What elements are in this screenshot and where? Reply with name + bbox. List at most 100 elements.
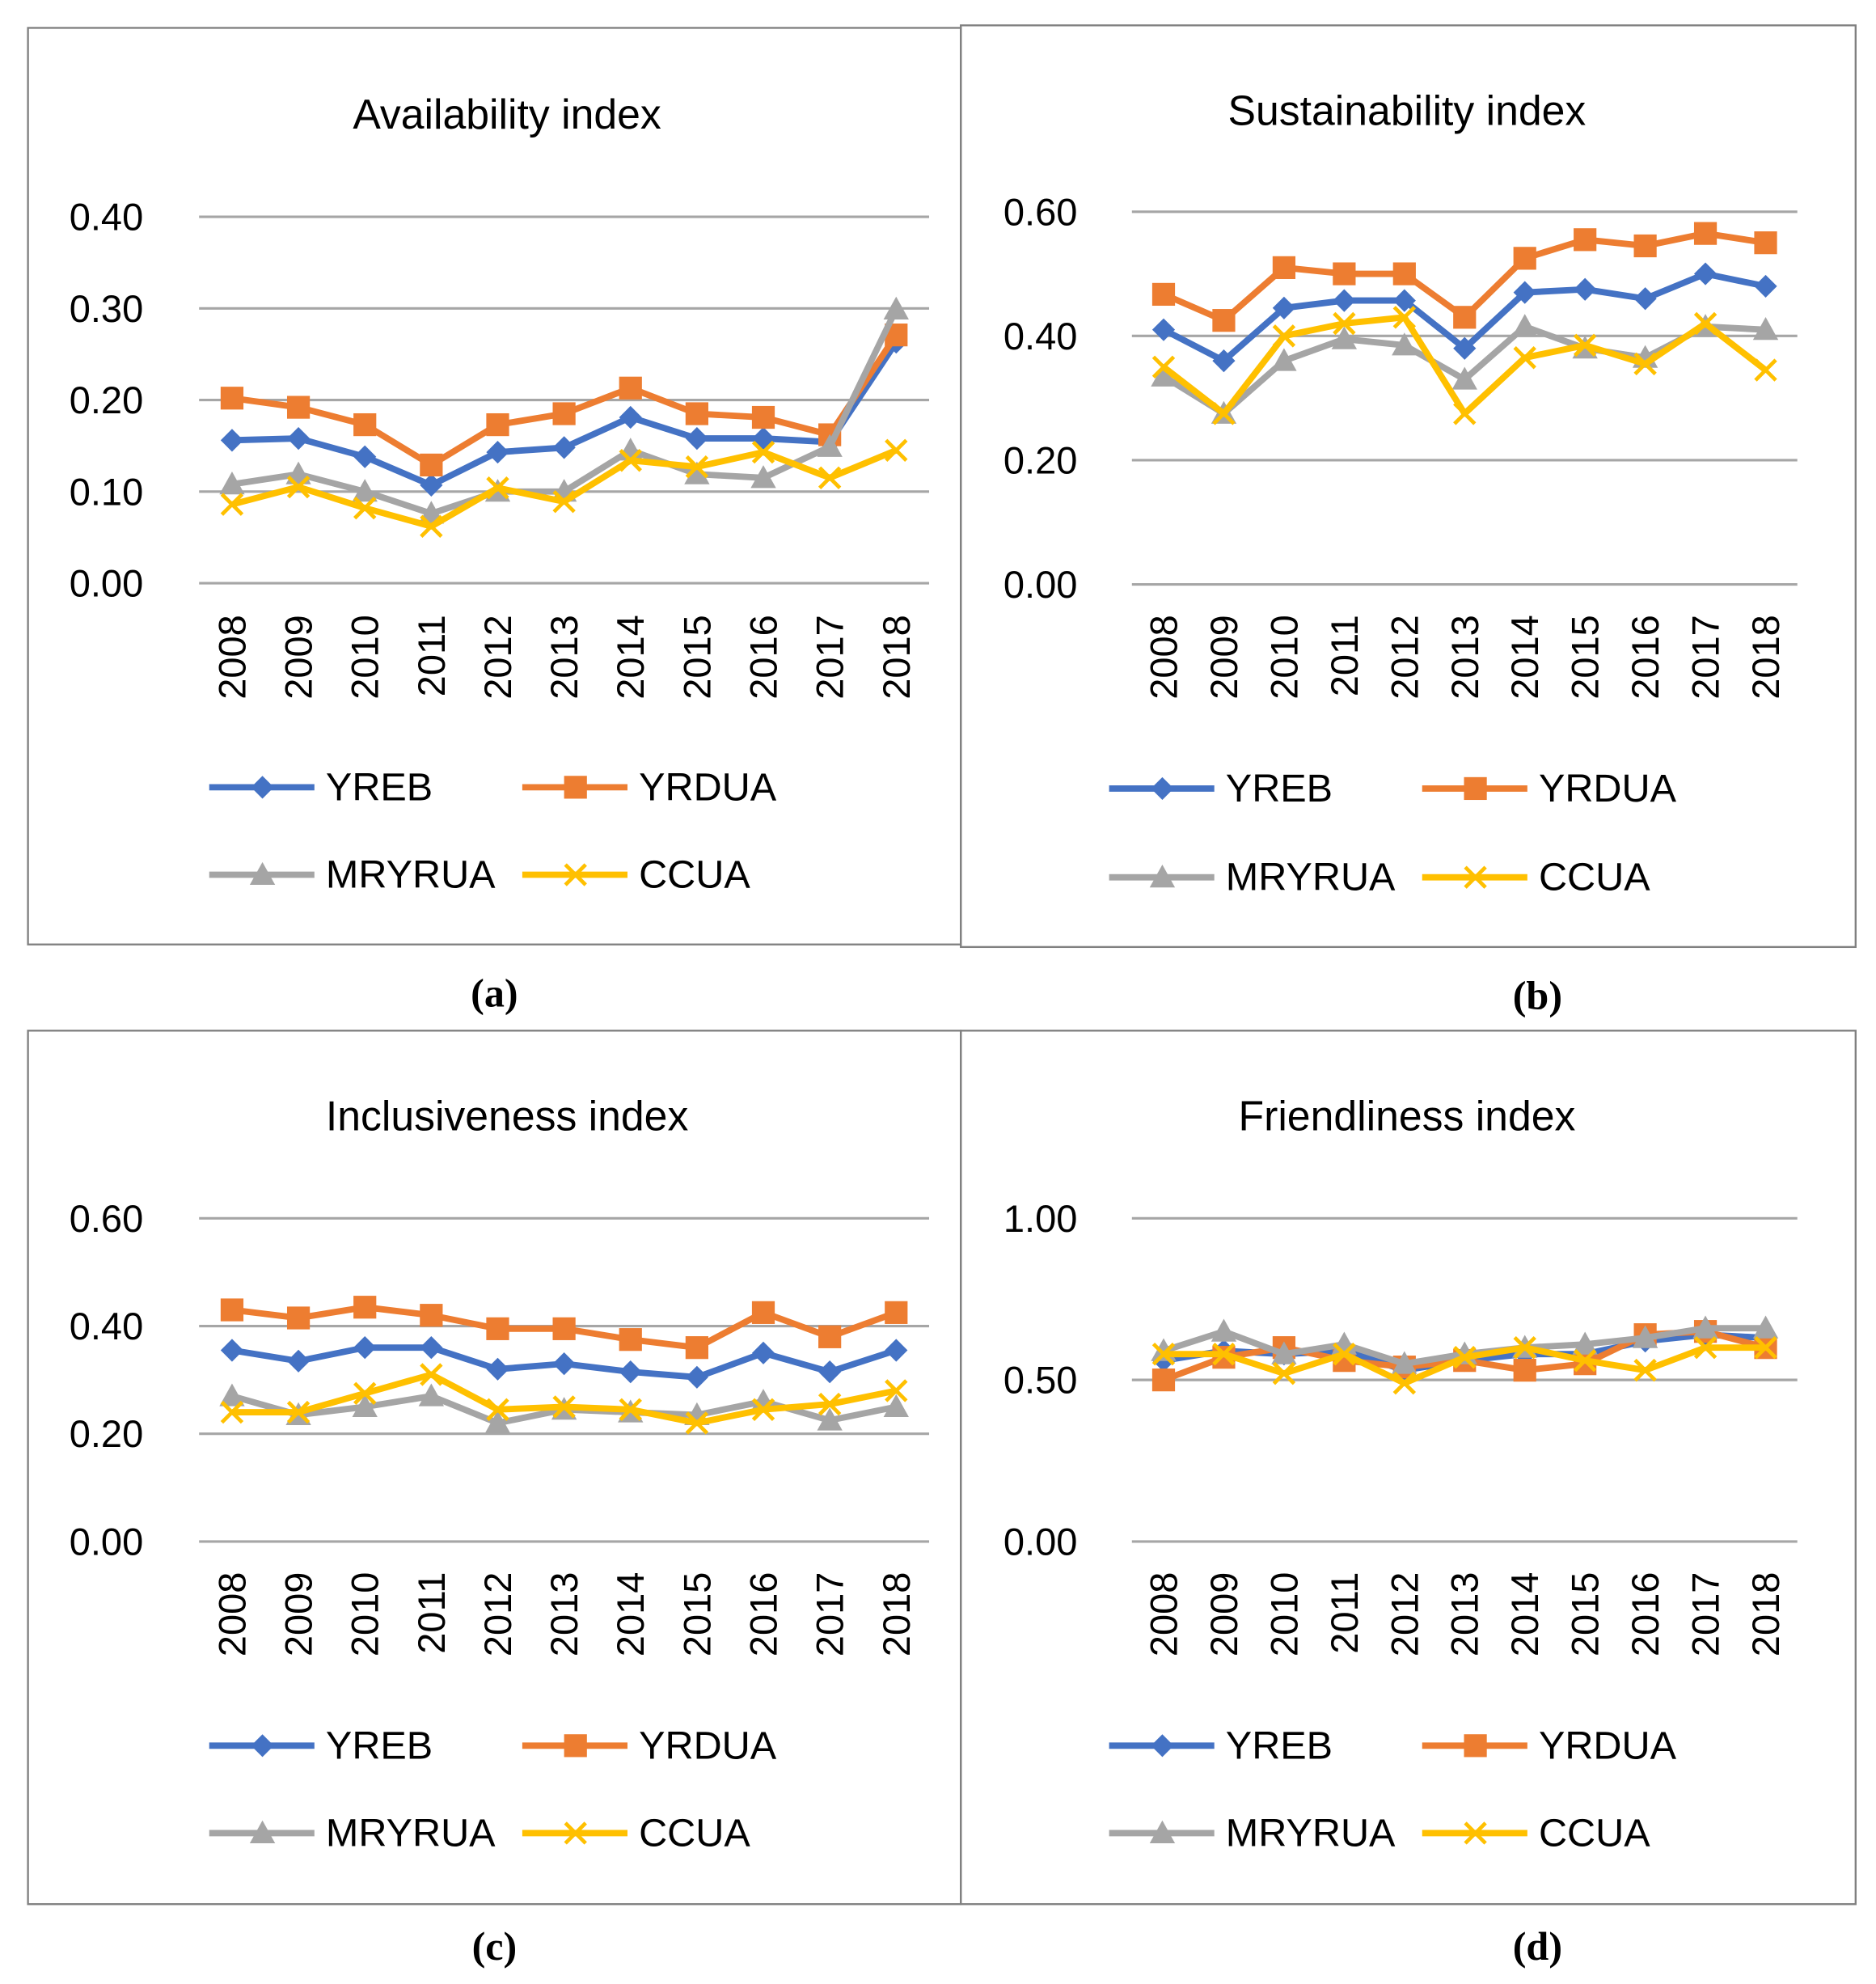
data-point: [1512, 314, 1538, 337]
legend-item-yreb: YREB: [1109, 767, 1333, 810]
data-point: [420, 453, 443, 477]
legend-label: YREB: [1226, 1724, 1333, 1767]
data-point: [1211, 1318, 1237, 1342]
x-tick-label: 2010: [1262, 1572, 1305, 1657]
series-yreb: [220, 1336, 908, 1389]
legend-label: CCUA: [1539, 856, 1650, 899]
data-point: [1574, 277, 1597, 301]
legend-item-yrdua: YRDUA: [1422, 1724, 1677, 1767]
data-point: [220, 387, 244, 410]
data-point: [1392, 306, 1417, 329]
x-tick-label: 2011: [410, 1572, 453, 1654]
data-point: [685, 426, 708, 451]
panel-caption: (b): [1513, 972, 1562, 1017]
data-point: [1272, 256, 1296, 279]
chart-panel-b: Sustainability index 0.00 0.20 0.40 0.60 2008…: [960, 24, 1857, 1017]
y-tick-label: 0.20: [70, 379, 144, 421]
legend-marker: [1464, 865, 1487, 889]
legend-item-ccua: CCUA: [522, 1811, 750, 1855]
legend-item-ccua: CCUA: [1422, 1811, 1650, 1855]
data-point: [353, 445, 377, 468]
data-point: [1451, 366, 1477, 390]
y-tick-label: 0.30: [70, 287, 144, 330]
data-point: [684, 461, 710, 484]
data-point: [353, 496, 377, 520]
data-point: [1693, 222, 1718, 245]
y-tick-label: 0.60: [70, 1197, 144, 1240]
x-tick-label: 2017: [809, 1572, 851, 1657]
data-point: [1212, 1342, 1236, 1366]
legend-marker: [1149, 864, 1176, 888]
data-point: [619, 405, 642, 429]
data-point: [1392, 262, 1416, 286]
legend-marker: [564, 1734, 587, 1758]
chart-panel-d: Friendliness index 0.00 0.50 1.00 2008 2009 20…: [960, 1030, 1857, 1969]
data-point: [352, 1394, 378, 1417]
x-tick-label: 2009: [1202, 1572, 1245, 1657]
series-ccua: [220, 1363, 908, 1435]
data-point: [685, 1336, 708, 1360]
data-point: [1573, 333, 1597, 357]
series-ccua: [1151, 306, 1777, 425]
data-point: [1754, 358, 1777, 382]
legend-marker: [251, 776, 274, 799]
legend-item-ccua: CCUA: [1422, 856, 1650, 899]
data-point: [352, 479, 378, 502]
x-tick-label: 2017: [809, 615, 851, 700]
legend-item-yreb: YREB: [209, 1724, 433, 1767]
panel-caption: (d): [1513, 1923, 1562, 1969]
legend-label: YREB: [326, 765, 433, 809]
legend-marker: [251, 1734, 274, 1758]
data-point: [1392, 289, 1416, 312]
data-point: [619, 376, 642, 400]
data-point: [286, 1400, 311, 1424]
x-tick-label: 2010: [344, 1572, 387, 1657]
data-point: [751, 1341, 775, 1364]
panel-caption: (a): [471, 970, 518, 1015]
x-tick-label: 2012: [476, 1572, 519, 1657]
y-tick-label: 0.00: [70, 1520, 144, 1563]
data-point: [1633, 1358, 1657, 1382]
data-point: [1333, 262, 1356, 286]
data-point: [1333, 289, 1356, 312]
legend-label: YRDUA: [1539, 767, 1677, 810]
data-point: [817, 1407, 843, 1431]
legend-item-mryrua: MRYRUA: [209, 853, 496, 897]
legend-label: CCUA: [639, 853, 750, 897]
data-point: [1453, 1345, 1477, 1369]
data-point: [1693, 311, 1718, 336]
data-point: [885, 1301, 908, 1324]
data-point: [1333, 311, 1356, 336]
data-point: [220, 429, 244, 452]
series-yrdua: [1151, 222, 1777, 332]
data-point: [1392, 1351, 1418, 1374]
y-tick-label: 0.00: [70, 562, 144, 605]
x-tick-label: 2017: [1684, 1572, 1727, 1657]
x-tick-label: 2013: [543, 1572, 585, 1657]
x-tick-label: 2018: [1744, 1572, 1787, 1657]
legend-label: YREB: [326, 1724, 433, 1767]
legend-marker: [1151, 776, 1174, 801]
y-tick-label: 0.40: [70, 1305, 144, 1347]
data-point: [353, 412, 377, 437]
data-point: [751, 1301, 775, 1324]
data-point: [484, 1410, 511, 1433]
data-point: [220, 1298, 244, 1322]
x-tick-label: 2015: [675, 1572, 718, 1657]
data-point: [286, 426, 311, 451]
x-tick-label: 2016: [1624, 615, 1667, 700]
data-point: [1693, 1335, 1718, 1360]
data-point: [420, 1363, 443, 1386]
data-point: [286, 1349, 311, 1373]
x-tick-label: 2012: [476, 615, 519, 700]
data-point: [1151, 363, 1177, 387]
y-tick-label: 0.60: [1003, 190, 1078, 233]
x-tick-label: 2013: [1443, 1572, 1486, 1657]
y-tick-label: 0.10: [70, 470, 144, 513]
x-tick-label: 2018: [1744, 615, 1787, 700]
x-tick-label: 2016: [742, 1572, 785, 1657]
data-point: [420, 1304, 443, 1327]
legend-marker: [1151, 1734, 1174, 1758]
data-point: [486, 1357, 509, 1381]
